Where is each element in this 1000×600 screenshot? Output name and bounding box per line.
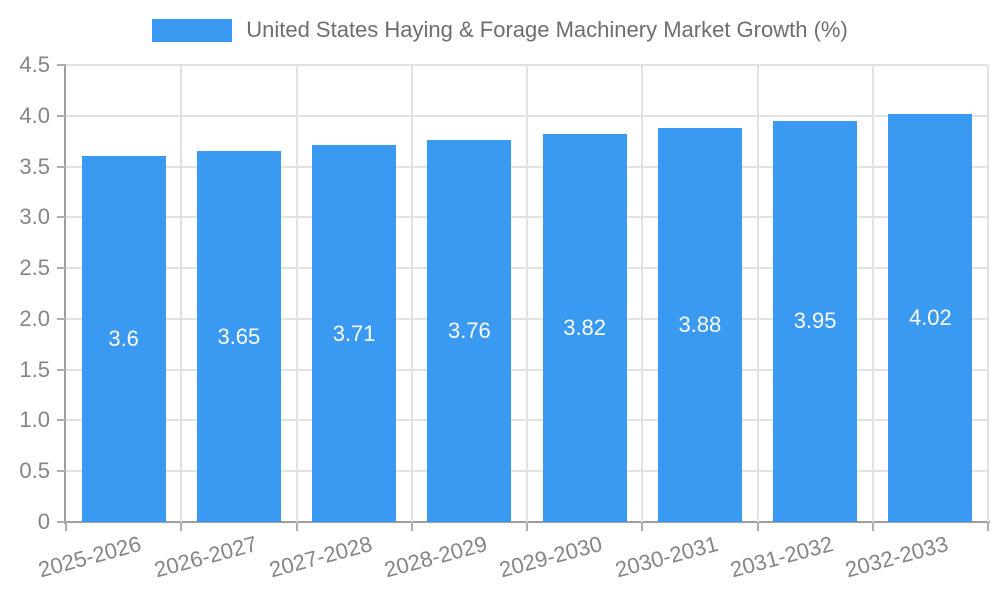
gridline-vertical (180, 65, 183, 522)
bar: 4.02 (888, 113, 973, 522)
x-axis-tick-label: 2031-2032 (727, 531, 836, 583)
bar: 3.76 (427, 140, 512, 522)
y-axis-tick-mark (57, 216, 66, 219)
gridline-vertical (987, 65, 989, 522)
x-axis-tick-mark (987, 522, 989, 531)
bar-value-label: 3.71 (332, 320, 376, 346)
y-axis-tick-label: 2.5 (19, 255, 50, 281)
y-axis-tick-label: 2.0 (19, 305, 50, 331)
y-axis-tick-mark (57, 368, 66, 371)
bar: 3.71 (312, 145, 397, 522)
bar-value-label: 3.65 (217, 323, 261, 349)
y-axis-tick-mark (57, 317, 66, 320)
legend-swatch (152, 18, 233, 42)
y-axis-tick-mark (57, 419, 66, 422)
x-axis-tick-mark (871, 522, 874, 531)
y-axis-tick-label: 1.5 (19, 356, 50, 382)
gridline-vertical (871, 65, 874, 522)
x-axis-tick-mark (295, 522, 298, 531)
gridline-vertical (641, 65, 644, 522)
x-axis-tick-label: 2025-2026 (35, 531, 145, 583)
legend-item[interactable]: United States Haying & Forage Machinery … (0, 17, 1000, 43)
bar: 3.95 (773, 120, 858, 522)
x-axis-tick-label: 2030-2031 (612, 531, 721, 583)
bar-value-label: 4.02 (908, 304, 952, 330)
x-axis-tick-mark (756, 522, 759, 531)
y-axis-tick-label: 4.0 (19, 102, 50, 128)
y-axis-tick-label: 1.0 (19, 407, 50, 433)
y-axis-tick-label: 3.5 (19, 153, 50, 179)
bar: 3.88 (657, 127, 742, 522)
gridline-vertical (756, 65, 759, 522)
x-axis-tick-label: 2026-2027 (151, 531, 260, 583)
y-axis-tick-mark (57, 267, 66, 270)
gridline-vertical (295, 65, 298, 522)
y-axis-tick-mark (57, 470, 66, 473)
x-axis-tick-mark (641, 522, 644, 531)
bar-value-label: 3.95 (793, 308, 837, 334)
bar-value-label: 3.6 (108, 326, 139, 352)
y-axis-tick-label: 4.5 (19, 52, 50, 77)
y-axis-tick-mark (57, 114, 66, 117)
x-axis-tick-mark (180, 522, 183, 531)
x-axis-tick-mark (526, 522, 528, 531)
gridline-vertical (410, 65, 413, 522)
x-axis-tick-mark (65, 522, 67, 531)
y-axis-line (64, 65, 66, 524)
bar-value-label: 3.88 (678, 311, 722, 337)
bar: 3.65 (196, 151, 281, 522)
x-axis-tick-label: 2027-2028 (266, 531, 375, 583)
y-axis-tick-label: 3.0 (19, 204, 50, 230)
x-axis-tick-label: 2029-2030 (496, 531, 606, 583)
legend-label: United States Haying & Forage Machinery … (246, 17, 848, 42)
x-axis-tick-mark (410, 522, 413, 531)
y-axis-tick-mark (57, 165, 66, 168)
bar: 3.82 (542, 134, 627, 522)
y-axis-tick-label: 0 (37, 509, 50, 534)
x-axis-tick-label: 2032-2033 (842, 531, 951, 583)
bar-value-label: 3.76 (447, 318, 491, 344)
y-axis-tick-mark (57, 64, 66, 66)
y-axis-tick-mark (57, 521, 66, 523)
plot-area: 3.6 3.65 3.71 3.76 3.82 3.88 3.95 4.02 (66, 64, 989, 522)
bar: 3.6 (81, 156, 166, 522)
gridline-vertical (526, 65, 528, 522)
bar-value-label: 3.82 (563, 315, 607, 341)
y-axis-tick-label: 0.5 (19, 458, 50, 484)
x-axis-tick-label: 2028-2029 (381, 531, 490, 583)
